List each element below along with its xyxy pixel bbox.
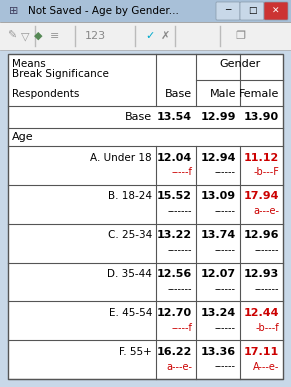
Text: 12.70: 12.70 (157, 308, 192, 318)
Text: 12.44: 12.44 (244, 308, 279, 318)
Text: F. 55+: F. 55+ (119, 347, 152, 357)
Text: Age: Age (12, 132, 34, 142)
Text: Male: Male (210, 89, 236, 99)
Text: -------: ------- (168, 284, 192, 294)
Text: 16.22: 16.22 (157, 347, 192, 357)
Text: ------: ------ (215, 245, 236, 255)
Text: 12.99: 12.99 (200, 112, 236, 122)
Text: 13.90: 13.90 (244, 112, 279, 122)
Text: A. Under 18: A. Under 18 (91, 152, 152, 163)
Text: 17.94: 17.94 (244, 192, 279, 202)
Text: -b---F: -b---F (253, 168, 279, 177)
Text: 15.52: 15.52 (157, 192, 192, 202)
Text: -------: ------- (255, 245, 279, 255)
Text: C. 25-34: C. 25-34 (108, 230, 152, 240)
Text: -----f: -----f (171, 168, 192, 177)
Text: 12.93: 12.93 (244, 269, 279, 279)
Text: ─: ─ (225, 7, 231, 15)
FancyBboxPatch shape (264, 2, 288, 20)
Text: 11.12: 11.12 (244, 152, 279, 163)
Text: A---e-: A---e- (253, 361, 279, 372)
Text: 123: 123 (84, 31, 106, 41)
Text: -------: ------- (255, 284, 279, 294)
Text: 13.54: 13.54 (157, 112, 192, 122)
Text: Gender: Gender (219, 59, 260, 69)
Text: Respondents: Respondents (12, 89, 79, 99)
Text: ------: ------ (215, 361, 236, 372)
Text: ✓: ✓ (145, 31, 155, 41)
Text: -b---f: -b---f (255, 323, 279, 333)
Text: a---e-: a---e- (253, 206, 279, 216)
Text: ✗: ✗ (160, 31, 170, 41)
Text: ------: ------ (215, 168, 236, 177)
Text: Female: Female (239, 89, 279, 99)
Text: 13.22: 13.22 (157, 230, 192, 240)
Text: ------: ------ (215, 323, 236, 333)
Text: 17.11: 17.11 (244, 347, 279, 357)
Text: ------: ------ (215, 284, 236, 294)
Text: 13.36: 13.36 (201, 347, 236, 357)
Text: 12.96: 12.96 (244, 230, 279, 240)
Text: ▽: ▽ (21, 31, 29, 41)
Text: Means: Means (12, 59, 46, 69)
Text: ≡: ≡ (50, 31, 60, 41)
Text: Break Significance: Break Significance (12, 69, 109, 79)
Text: 12.94: 12.94 (200, 152, 236, 163)
Text: -------: ------- (168, 206, 192, 216)
Text: B. 18-24: B. 18-24 (108, 192, 152, 202)
Text: D. 35-44: D. 35-44 (107, 269, 152, 279)
Text: Not Saved - Age by Gender...: Not Saved - Age by Gender... (28, 6, 179, 16)
Text: -------: ------- (168, 245, 192, 255)
Text: 13.24: 13.24 (201, 308, 236, 318)
Text: ◆: ◆ (34, 31, 42, 41)
Text: □: □ (248, 7, 256, 15)
Text: ❐: ❐ (235, 31, 245, 41)
Text: 13.74: 13.74 (201, 230, 236, 240)
Text: ✕: ✕ (272, 7, 280, 15)
Text: a---e-: a---e- (166, 361, 192, 372)
Bar (0, 0, 291, 22)
Bar (0, 22, 291, 50)
Text: 12.04: 12.04 (157, 152, 192, 163)
Text: -----f: -----f (171, 323, 192, 333)
FancyBboxPatch shape (216, 2, 240, 20)
Text: E. 45-54: E. 45-54 (109, 308, 152, 318)
Text: 12.56: 12.56 (157, 269, 192, 279)
FancyBboxPatch shape (240, 2, 264, 20)
Text: ⊞: ⊞ (9, 6, 19, 16)
Bar (8, 54, 283, 379)
Text: ✎: ✎ (7, 31, 17, 41)
Text: ------: ------ (215, 206, 236, 216)
Text: 13.09: 13.09 (201, 192, 236, 202)
Text: Base: Base (125, 112, 152, 122)
Text: 12.07: 12.07 (201, 269, 236, 279)
Text: Base: Base (165, 89, 192, 99)
